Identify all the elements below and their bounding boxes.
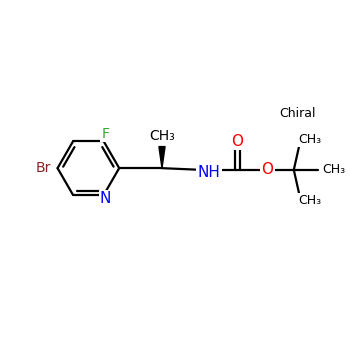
Text: CH₃: CH₃ — [149, 129, 175, 143]
Text: CH₃: CH₃ — [323, 163, 346, 176]
Text: Chiral: Chiral — [279, 107, 315, 120]
Text: F: F — [102, 127, 110, 141]
Text: Br: Br — [35, 161, 51, 175]
Text: O: O — [231, 134, 243, 149]
Text: CH₃: CH₃ — [298, 194, 321, 207]
Text: O: O — [261, 162, 273, 177]
Text: N: N — [100, 191, 111, 206]
Text: NH: NH — [197, 165, 220, 180]
Polygon shape — [159, 147, 165, 168]
Text: CH₃: CH₃ — [298, 133, 321, 146]
